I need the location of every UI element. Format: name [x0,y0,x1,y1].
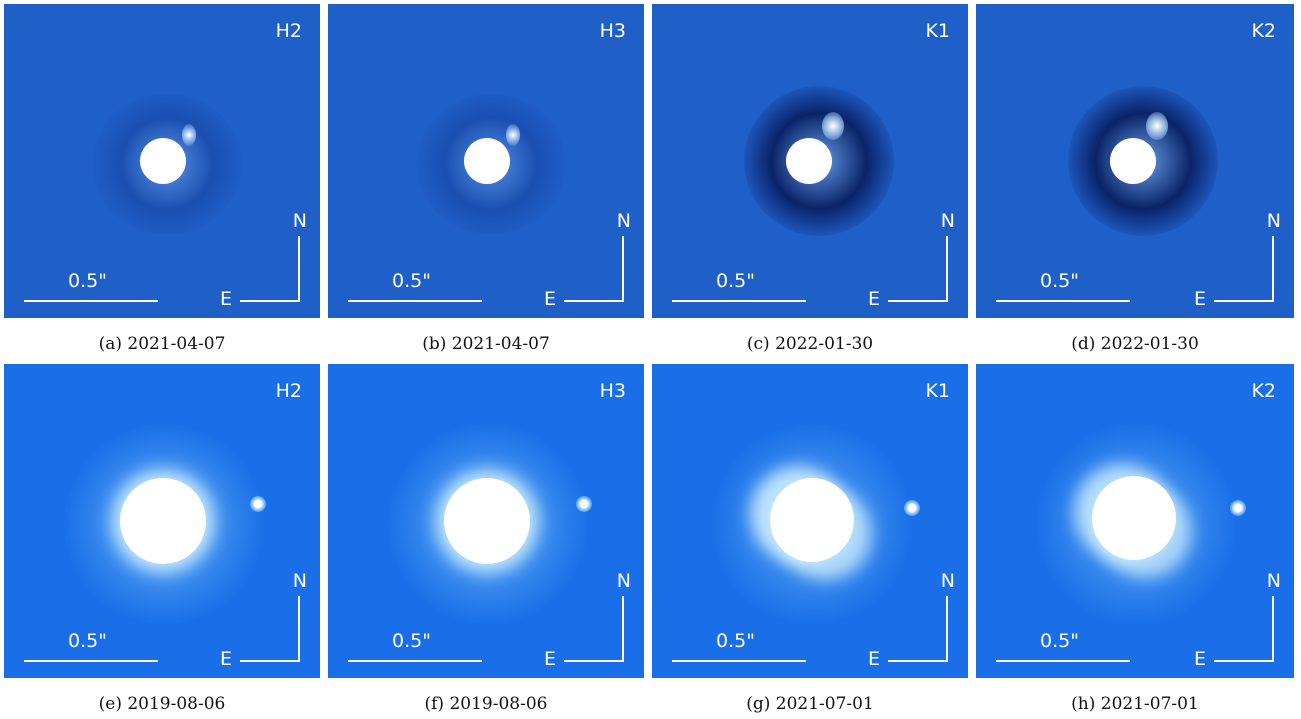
compass-north-label: N [616,210,631,232]
image-panel-h: K2 0.5" N E [976,364,1294,678]
panel-caption-b: (b) 2021-04-07 [422,334,550,354]
compass-north-arrow [1272,236,1274,302]
compass-north-label: N [940,570,955,592]
compass-east-label: E [543,288,556,310]
band-label: K2 [1251,20,1276,42]
compass-north-arrow [622,596,624,662]
compass-north-label: N [1266,210,1281,232]
companion-residual [1146,112,1168,140]
scale-bar [24,300,158,302]
panel-caption-c: (c) 2022-01-30 [746,334,874,354]
band-label: K2 [1251,380,1276,402]
panel-caption-e: (e) 2019-08-06 [98,694,226,714]
compass-east-label: E [867,288,880,310]
band-label: H3 [599,20,626,42]
companion-residual [506,124,520,146]
coronagraph-mask [1092,476,1176,560]
compass-north-label: N [292,570,307,592]
panel-caption-d: (d) 2022-01-30 [1071,334,1199,354]
coronagraph-mask [770,478,854,562]
compass-east-label: E [219,648,232,670]
coronagraph-mask [786,138,832,184]
panel-caption-h: (h) 2021-07-01 [1071,694,1199,714]
compass-north-arrow [946,236,948,302]
companion-point-source [1230,500,1246,516]
companion-residual [182,124,196,146]
scale-bar [348,660,482,662]
compass-north-arrow [1272,596,1274,662]
compass-north-arrow [622,236,624,302]
scale-bar-label: 0.5" [68,270,107,292]
companion-point-source [576,496,592,512]
band-label: H2 [275,20,302,42]
compass-east-arrow [564,660,624,662]
image-panel-g: K1 0.5" N E [652,364,968,678]
coronagraph-mask [140,138,186,184]
image-panel-c: K1 0.5" N E [652,4,968,318]
companion-point-source [904,500,920,516]
image-panel-d: K2 0.5" N E [976,4,1294,318]
coronagraph-mask [444,478,530,564]
scale-bar-label: 0.5" [1040,270,1079,292]
companion-point-source [250,496,266,512]
panel-caption-a: (a) 2021-04-07 [98,334,226,354]
image-panel-e: H2 0.5" N E [4,364,320,678]
compass-east-label: E [1193,288,1206,310]
band-label: H2 [275,380,302,402]
panel-caption-g: (g) 2021-07-01 [746,694,874,714]
compass-north-label: N [616,570,631,592]
scale-bar [996,300,1130,302]
scale-bar [996,660,1130,662]
image-panel-a: H2 0.5" N E [4,4,320,318]
scale-bar [348,300,482,302]
compass-east-label: E [867,648,880,670]
panel-caption-f: (f) 2019-08-06 [424,694,548,714]
band-label: K1 [925,20,950,42]
compass-north-arrow [298,596,300,662]
compass-east-label: E [1193,648,1206,670]
scale-bar [24,660,158,662]
compass-east-arrow [1214,300,1274,302]
scale-bar-label: 0.5" [392,270,431,292]
scale-bar-label: 0.5" [716,630,755,652]
coronagraph-mask [1110,138,1156,184]
scale-bar-label: 0.5" [392,630,431,652]
scale-bar-label: 0.5" [716,270,755,292]
compass-north-label: N [940,210,955,232]
scale-bar [672,660,806,662]
compass-east-label: E [219,288,232,310]
band-label: K1 [925,380,950,402]
compass-north-label: N [292,210,307,232]
compass-east-arrow [564,300,624,302]
compass-east-label: E [543,648,556,670]
compass-north-arrow [298,236,300,302]
image-panel-b: H3 0.5" N E [328,4,644,318]
scale-bar-label: 0.5" [1040,630,1079,652]
companion-residual [822,112,844,140]
compass-east-arrow [240,300,300,302]
compass-east-arrow [240,660,300,662]
band-label: H3 [599,380,626,402]
compass-north-arrow [946,596,948,662]
compass-east-arrow [888,300,948,302]
coronagraph-mask [120,478,206,564]
compass-north-label: N [1266,570,1281,592]
scale-bar [672,300,806,302]
compass-east-arrow [888,660,948,662]
scale-bar-label: 0.5" [68,630,107,652]
compass-east-arrow [1214,660,1274,662]
coronagraph-mask [464,138,510,184]
image-panel-f: H3 0.5" N E [328,364,644,678]
